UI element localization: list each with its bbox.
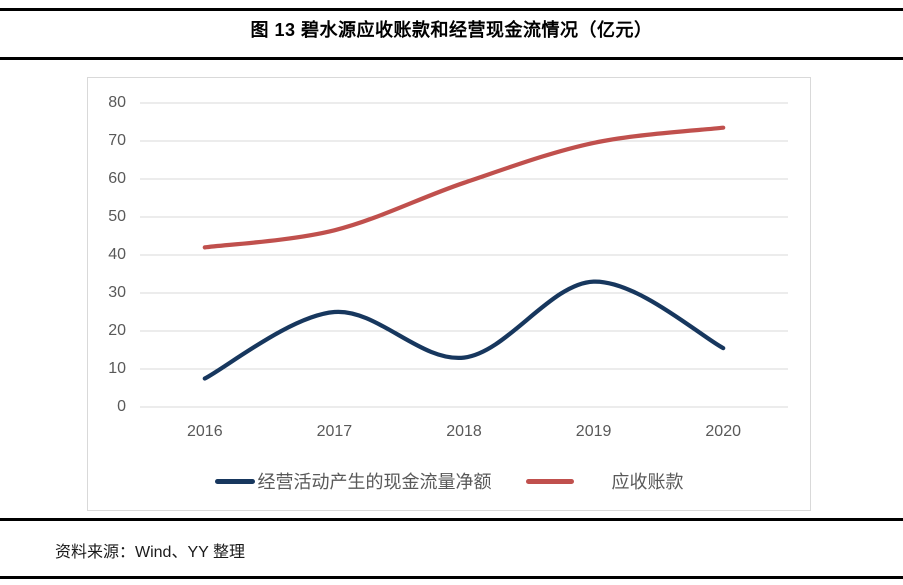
x-tick-label: 2018 [446, 423, 482, 440]
legend-item: 经营活动产生的现金流量净额 [214, 468, 492, 494]
title-bottom-rule [0, 57, 903, 60]
source-top-rule [0, 518, 903, 521]
chart-svg [140, 102, 788, 408]
legend-label: 应收账款 [611, 472, 684, 492]
legend-swatch-icon [214, 478, 255, 484]
legend-label: 经营活动产生的现金流量净额 [257, 472, 492, 492]
y-tick-label: 20 [108, 322, 126, 339]
x-tick-label: 2017 [316, 423, 353, 440]
y-tick-label: 50 [108, 208, 126, 225]
y-tick-label: 10 [108, 360, 126, 377]
series-line [202, 279, 726, 381]
legend-item: 应收账款 [525, 468, 684, 494]
figure-title: 图 13 碧水源应收账款和经营现金流情况（亿元） [250, 20, 653, 40]
chart-area: 0 10 20 30 40 50 60 70 80 2016 2017 2018 2019 2020 经… [87, 77, 811, 511]
x-tick-label: 2016 [187, 423, 223, 440]
y-tick-label: 70 [108, 132, 126, 149]
series-line [202, 125, 726, 250]
y-tick-label: 40 [108, 246, 126, 263]
x-tick-label: 2020 [705, 423, 741, 440]
source-note: 资料来源：Wind、YY 整理 [55, 544, 245, 561]
legend-swatch-icon [525, 478, 574, 484]
y-tick-label: 30 [108, 284, 126, 301]
top-rule [0, 8, 903, 11]
y-tick-label: 0 [117, 398, 126, 415]
x-tick-label: 2019 [575, 423, 612, 440]
y-tick-label: 60 [108, 170, 126, 187]
bottom-rule [0, 576, 903, 579]
chart-legend: 经营活动产生的现金流量净额 应收账款 [88, 468, 810, 494]
y-tick-label: 80 [108, 94, 126, 111]
